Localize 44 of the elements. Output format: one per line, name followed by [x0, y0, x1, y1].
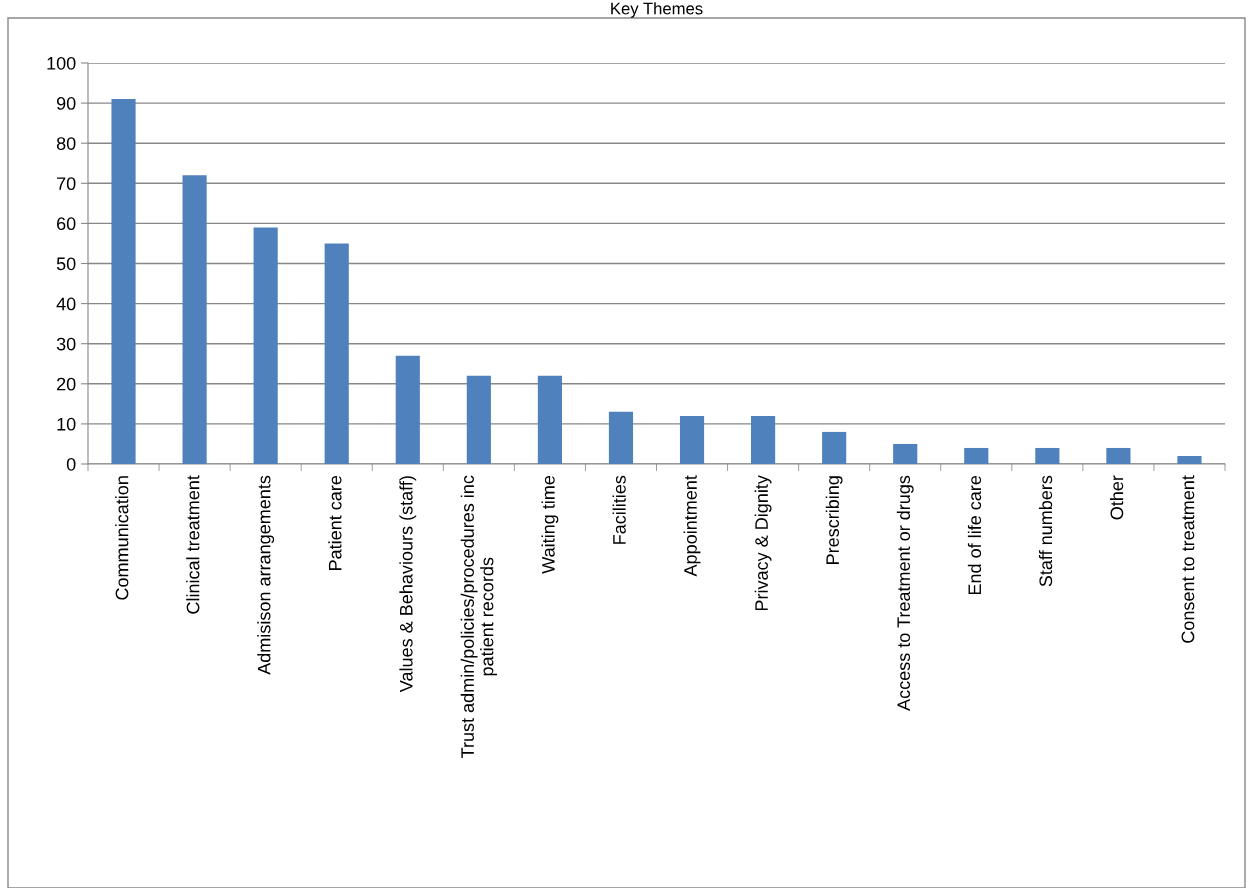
bar — [751, 415, 776, 464]
x-tick-label: Other — [1109, 475, 1124, 520]
y-tick-label: 60 — [57, 217, 76, 231]
y-tick-label: 70 — [57, 177, 76, 191]
x-tick-label: Communication — [115, 476, 129, 600]
y-tick-label: 10 — [57, 417, 76, 431]
bar — [1177, 455, 1202, 464]
x-tick-label: Values & Behaviours (staff) — [399, 476, 417, 693]
bar — [964, 447, 989, 464]
bar — [324, 243, 349, 464]
y-tick-label: 20 — [57, 377, 76, 391]
x-tick-label: Clinical treatment — [186, 475, 200, 614]
x-tick-label: Trust admin/policies/procedures inc patient records — [460, 475, 497, 759]
x-tick-label: Privacy & Dignity — [754, 475, 772, 611]
x-tick-label: Staff numbers — [1038, 475, 1053, 587]
bar — [395, 355, 420, 464]
bar — [1106, 447, 1131, 464]
y-tick-label: 40 — [56, 297, 76, 311]
y-tick-label: 0 — [66, 457, 76, 471]
x-tick-label: Patient care — [328, 475, 342, 570]
x-tick-label: End of life care — [967, 475, 982, 595]
x-tick-label: Appointment — [683, 475, 701, 577]
bar — [182, 175, 207, 464]
x-tick-label: Access to Treatment or drugs — [896, 475, 914, 711]
bar — [111, 99, 136, 464]
x-tick-label: Admisison arrangements — [257, 475, 275, 675]
x-tick-label: Prescribing — [825, 476, 843, 564]
x-tick-label: Facilities — [612, 475, 626, 544]
x-tick-label: Consent to treatment — [1181, 475, 1195, 643]
bar — [679, 415, 705, 464]
bar — [608, 411, 634, 464]
bar — [893, 443, 918, 464]
y-tick-label: 80 — [56, 137, 76, 150]
x-tick-label: Waiting time — [541, 475, 559, 574]
bar — [822, 431, 847, 464]
bar — [466, 375, 491, 464]
y-tick-label: 50 — [56, 257, 76, 271]
y-tick-label: 30 — [56, 337, 76, 351]
y-tick-label: 90 — [56, 97, 76, 110]
bar — [537, 375, 562, 464]
y-tick-label: 100 — [47, 56, 76, 70]
bar — [1035, 447, 1060, 464]
bar — [253, 227, 278, 464]
chart-title: Key Themes — [611, 2, 703, 18]
